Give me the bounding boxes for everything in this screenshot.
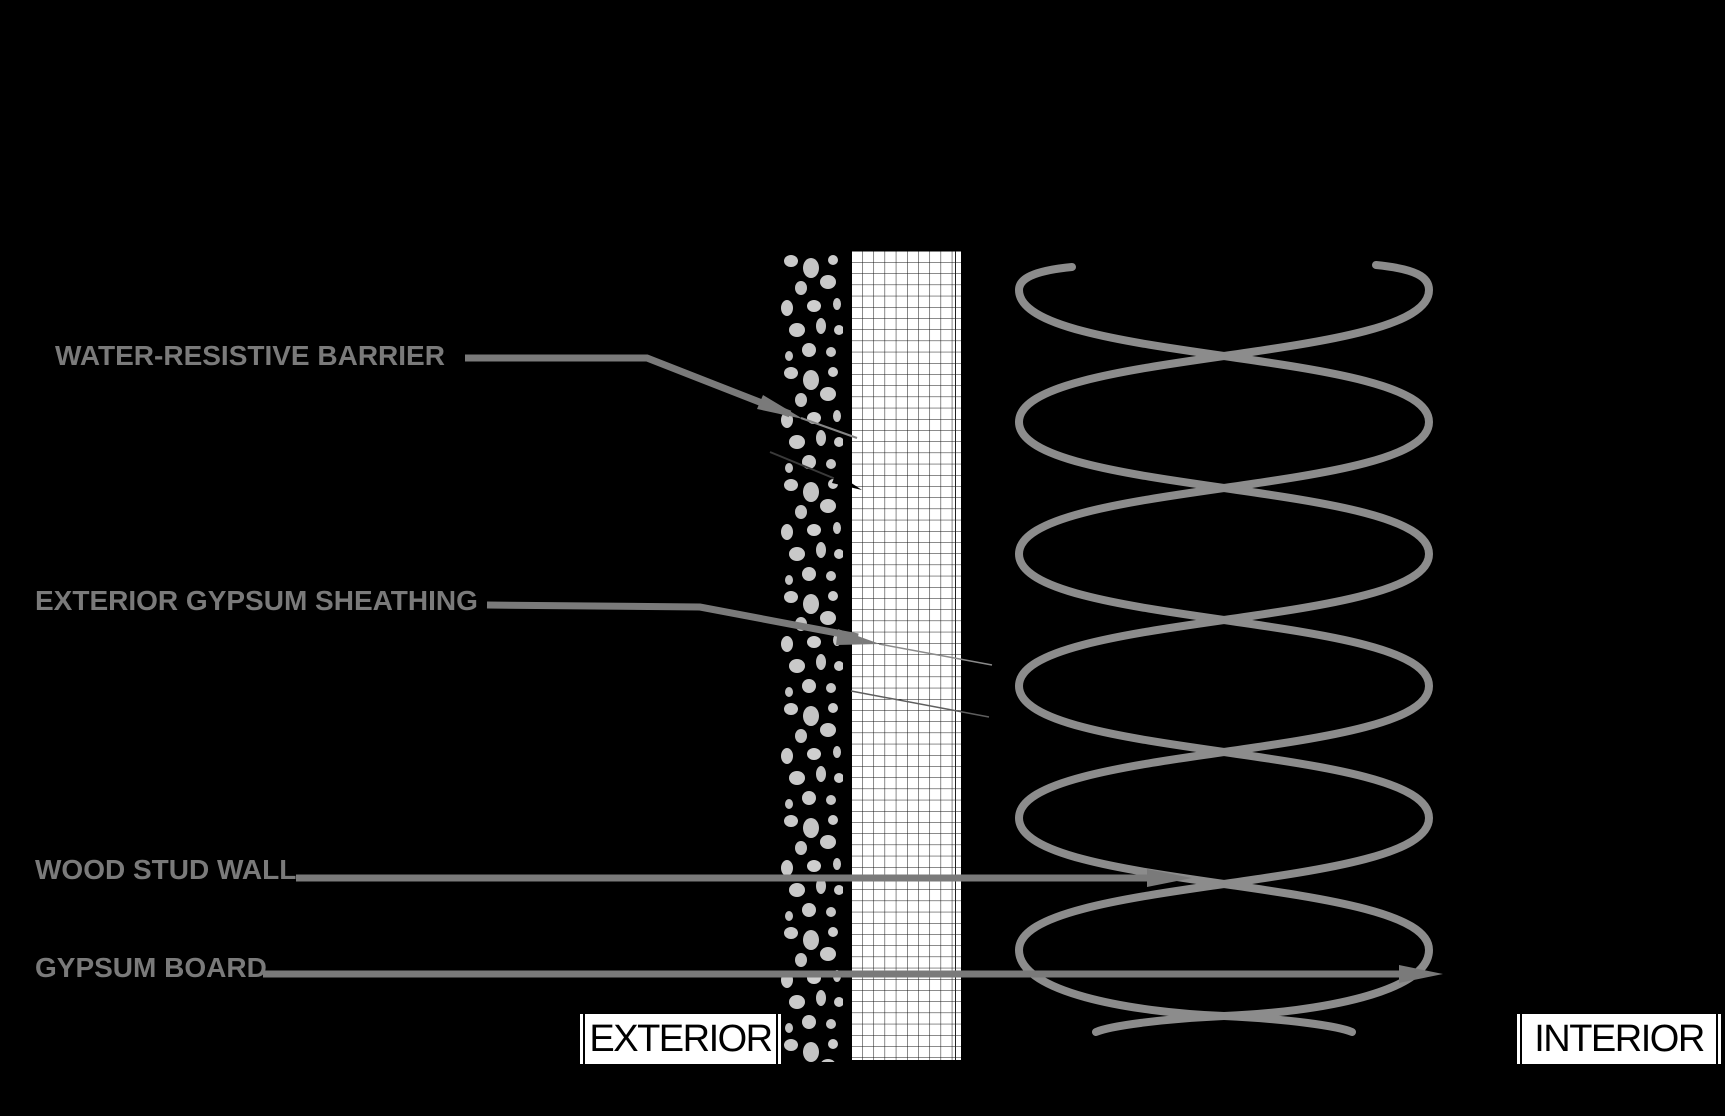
leader-arrowhead [757,395,803,419]
sheathing-grid-layer [850,249,963,1060]
leader-arrowhead [836,629,880,645]
insulation-batt-symbol [1014,261,1434,1036]
interior-label: INTERIOR [1520,1014,1718,1064]
leader-water-resistive-barrier [465,354,858,439]
callout-exterior-gypsum-sheathing: EXTERIOR GYPSUM SHEATHING [35,585,478,616]
leader-arrowhead [1147,869,1192,887]
leader-arrowhead [1399,965,1443,983]
stipple-layer [781,252,843,1062]
leader-exterior-gypsum-sheathing [486,601,993,718]
exterior-label: EXTERIOR [583,1014,778,1064]
callout-gypsum-board: GYPSUM BOARD [35,952,267,983]
pointer-arrowhead [832,473,862,490]
leader-wood-stud-wall [296,869,1192,887]
leader-gypsum-board [263,965,1443,983]
callout-wood-stud-wall: WOOD STUD WALL [35,854,297,885]
pointer-sheathing-arrow [769,451,862,490]
callout-water-resistive-barrier: WATER-RESISTIVE BARRIER [55,340,445,371]
